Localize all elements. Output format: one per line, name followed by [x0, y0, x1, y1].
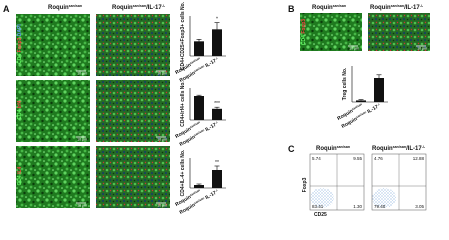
micrograph — [96, 146, 170, 208]
y-axis-label: CD4+Irf4+ cells No. — [180, 81, 186, 127]
label-part: IL-17 — [203, 190, 217, 202]
scale-bar-label: 10 µm — [77, 72, 87, 76]
significance: * — [216, 17, 218, 23]
row-label: CD4 IL4 — [17, 166, 23, 185]
label-part: IL-17 — [365, 104, 379, 116]
label-part: san/san — [193, 128, 205, 137]
bar — [374, 78, 384, 102]
panel-label: C — [288, 144, 295, 154]
density-cloud — [310, 188, 334, 208]
row-label: CD4 Irf4 — [17, 100, 23, 119]
quadrant-value: 1.30 — [353, 204, 362, 209]
column-header: Roquinsan/san/IL-17-/- — [372, 145, 426, 152]
row-label: CD4 Foxp3 DAPI — [17, 24, 23, 64]
scale-bar-label: 10 µm — [349, 47, 359, 51]
quadrant-value: 4.76 — [374, 156, 383, 161]
quadrant-value: 12.88 — [413, 156, 425, 161]
y-axis-label: CD4+CD25+Foxp3+ cells No. — [180, 1, 186, 70]
scale-bar-label: 10 µm — [77, 138, 87, 142]
scale-bar-label: 10 µm — [157, 204, 167, 208]
y-axis-label: Treg cells No. — [342, 67, 348, 100]
label-part: -/- — [214, 188, 218, 193]
bar — [356, 100, 366, 102]
panel-label: B — [288, 4, 295, 14]
label-part: IL-17 — [203, 58, 217, 70]
axis-label: CD25 — [314, 212, 327, 218]
label-part: -/- — [376, 102, 380, 107]
micrograph — [16, 80, 90, 142]
scale-bar-label: 10 µm — [77, 204, 87, 208]
column-header: Roquinsan/san — [48, 4, 82, 11]
figure: A B C Roquinsan/san Roquinsan/san/IL-17-… — [3, 1, 430, 218]
quadrant-value: 79.40 — [374, 204, 386, 209]
quadrant-value: 3.05 — [415, 204, 424, 209]
quadrant-value: 9.55 — [353, 156, 362, 161]
column-header: Roquinsan/san/IL-17-/- — [370, 4, 424, 11]
bar — [194, 96, 204, 120]
column-header: Roquinsan/san — [312, 4, 346, 11]
flow-plot: 5.74 9.55 83.41 1.30 Foxp3 CD25 — [302, 153, 365, 218]
scale-bar-label: 10 µm — [157, 138, 167, 142]
bar — [194, 185, 204, 188]
micrograph — [368, 13, 430, 51]
label-part: san/san — [351, 102, 363, 111]
label-part: san/san — [189, 120, 201, 129]
panel-label: A — [3, 4, 10, 14]
quadrant-value: 83.41 — [312, 204, 324, 209]
label-part: san/san — [193, 64, 205, 73]
label-part: san/san — [355, 110, 367, 119]
significance: *** — [214, 101, 220, 107]
column-header: Roquinsan/san/IL-17-/- — [112, 4, 166, 11]
micrograph — [16, 14, 90, 76]
micrograph — [96, 14, 170, 76]
label-part: san/san — [189, 188, 201, 197]
label-part: IL-17 — [203, 122, 217, 134]
label-part: san/san — [189, 56, 201, 65]
micrograph-grid — [16, 14, 170, 208]
scale-bar-label: 10 µm — [417, 47, 427, 51]
label-part: -/- — [214, 120, 218, 125]
bar — [212, 170, 222, 188]
row-label: CD4 Foxp3 — [301, 19, 307, 45]
bar — [212, 29, 222, 56]
density-cloud — [372, 188, 396, 208]
micrograph — [16, 146, 90, 208]
label-part: san/san — [193, 196, 205, 205]
micrograph — [300, 13, 362, 51]
scale-bar-label: 10 µm — [157, 72, 167, 76]
flow-plot: 4.76 12.88 79.40 3.05 — [371, 153, 427, 211]
bar — [212, 108, 222, 120]
quadrant-value: 5.74 — [312, 156, 321, 161]
significance: ** — [215, 160, 219, 166]
bar — [194, 41, 204, 56]
label-part: -/- — [214, 56, 218, 61]
axis-label: Foxp3 — [302, 177, 308, 192]
micrograph — [96, 80, 170, 142]
y-axis-label: CD4+IL-4+ cells No. — [180, 149, 186, 196]
column-header: Roquinsan/san — [316, 145, 350, 152]
